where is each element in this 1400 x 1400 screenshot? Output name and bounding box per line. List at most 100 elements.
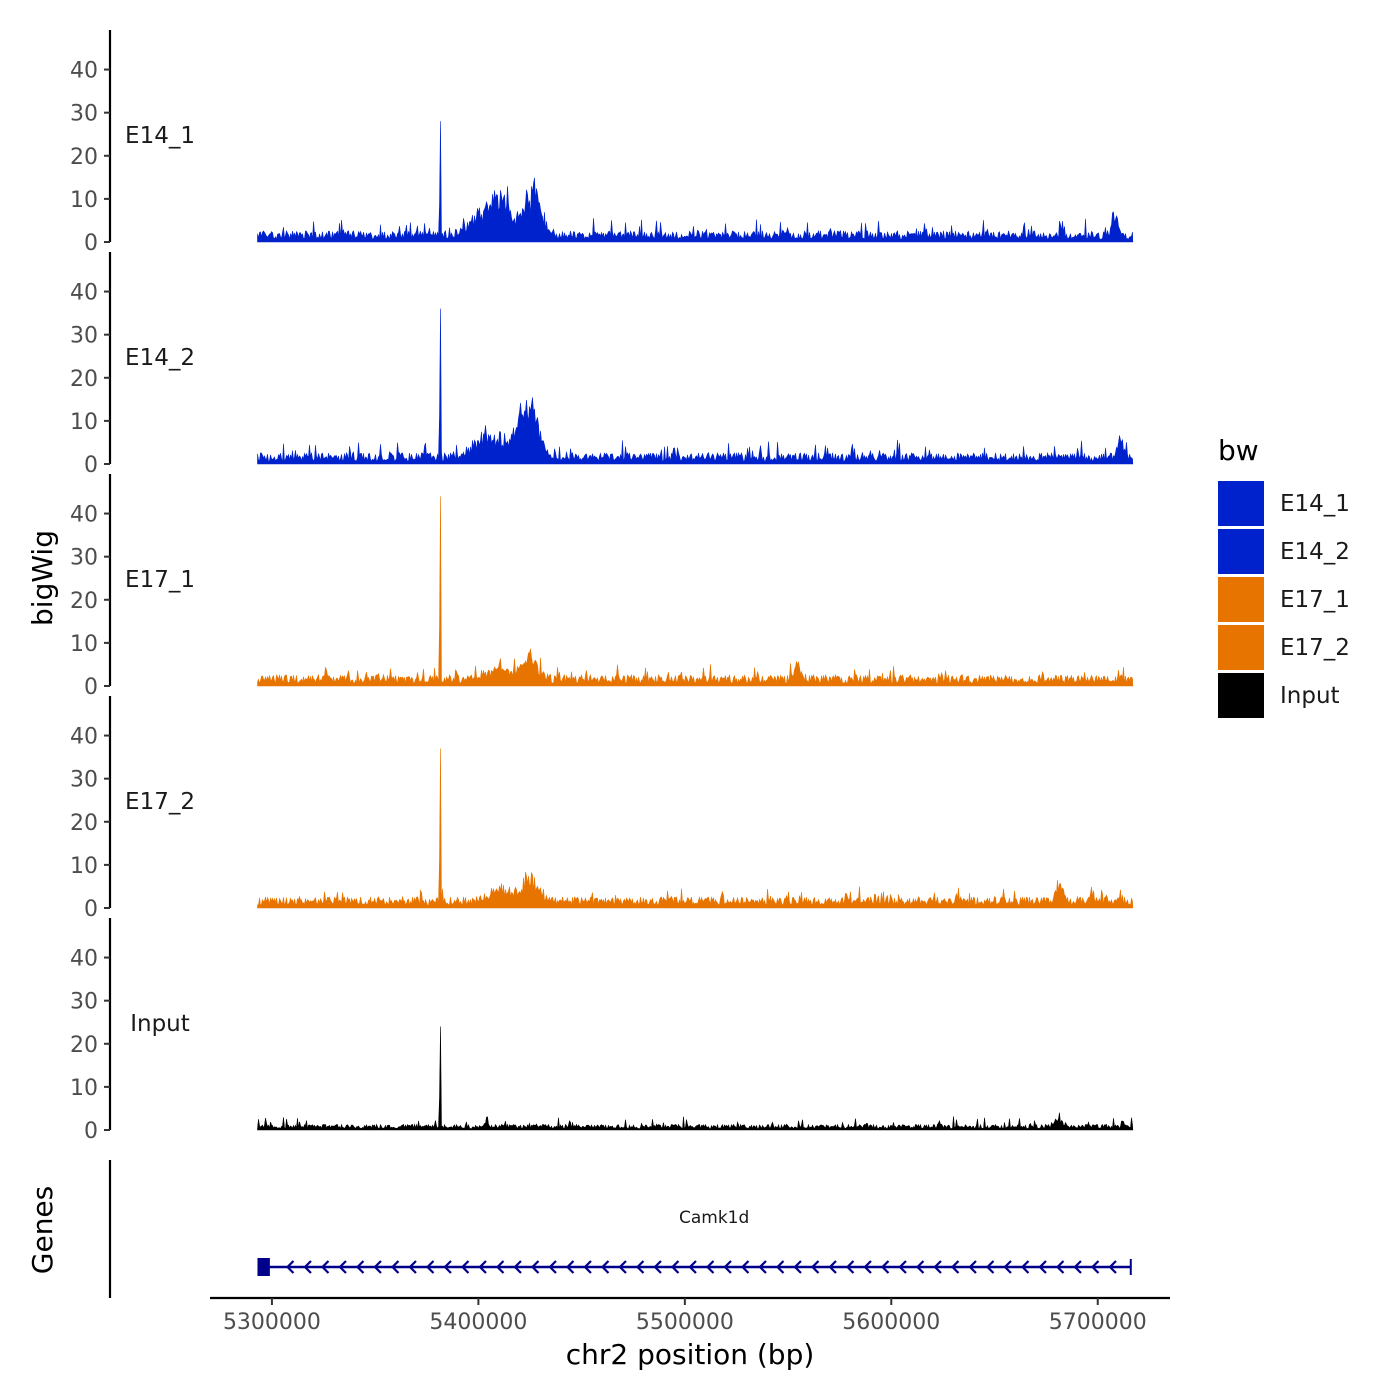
strand-arrow <box>513 1260 522 1274</box>
x-tick-label: 5300000 <box>223 1310 321 1335</box>
strand-arrow <box>1108 1260 1117 1274</box>
y-tick-label: 20 <box>70 367 98 392</box>
y-tick-label: 30 <box>70 768 98 793</box>
y-tick-label: 40 <box>70 281 98 306</box>
strand-arrow <box>688 1260 697 1274</box>
strand-arrow <box>898 1260 907 1274</box>
track-e17-1: 0 10 20 30 40 E17_1 <box>70 474 1134 700</box>
y-tick-label: 10 <box>70 188 98 213</box>
y-tick-label: 30 <box>70 102 98 127</box>
legend-label: E14_1 <box>1280 491 1350 517</box>
strand-arrow <box>1003 1260 1012 1274</box>
track-label: E17_2 <box>125 789 195 815</box>
genes-axis-title: Genes <box>26 1186 59 1274</box>
y-tick-label: 20 <box>70 145 98 170</box>
strand-arrow <box>320 1260 330 1274</box>
strand-arrow <box>723 1260 732 1274</box>
strand-arrow <box>338 1260 347 1274</box>
strand-arrow <box>285 1260 295 1274</box>
strand-arrow <box>1020 1260 1030 1274</box>
y-tick-label: 10 <box>70 854 98 879</box>
signal-area <box>257 748 1134 909</box>
y-tick-label: 40 <box>70 725 98 750</box>
y-tick-label: 30 <box>70 324 98 349</box>
strand-arrow <box>390 1260 400 1274</box>
signal-area <box>257 121 1134 243</box>
strand-arrow <box>775 1260 785 1274</box>
strand-arrow <box>635 1260 645 1274</box>
y-axis-title: bigWig <box>26 530 59 626</box>
strand-arrow <box>1055 1260 1065 1274</box>
legend-key <box>1218 529 1264 574</box>
y-tick-label: 40 <box>70 947 98 972</box>
y-tick-label: 20 <box>70 1033 98 1058</box>
strand-arrow <box>373 1260 382 1274</box>
x-axis-title: chr2 position (bp) <box>566 1338 815 1371</box>
track-label: E14_2 <box>125 345 195 371</box>
track-input: 0 10 20 30 40 Input <box>70 918 1134 1144</box>
x-axis: 5300000 5400000 5500000 5600000 5700000 <box>210 1296 1170 1335</box>
track-e14-2: 0 10 20 30 40 E14_2 <box>70 252 1134 478</box>
strand-arrow <box>985 1260 995 1274</box>
strand-arrow <box>460 1260 470 1274</box>
y-tick-label: 0 <box>84 1119 98 1144</box>
legend-key <box>1218 481 1264 526</box>
legend-key <box>1218 673 1264 718</box>
strand-arrow <box>600 1260 610 1274</box>
signal-area <box>257 1026 1134 1131</box>
y-tick-label: 40 <box>70 59 98 84</box>
strand-arrow <box>408 1260 417 1274</box>
legend-label: Input <box>1280 683 1340 709</box>
legend-label: E14_2 <box>1280 539 1350 565</box>
y-tick-label: 10 <box>70 410 98 435</box>
y-tick-label: 10 <box>70 1076 98 1101</box>
legend: bw E14_1 E14_2 E17_1 E17_2 Input <box>1218 434 1350 718</box>
track-panels: 0 10 20 30 40 E14_1 0 10 20 30 40 E14_2 0 10 20 30 40 E17… <box>70 30 1134 1144</box>
strand-arrow <box>915 1260 925 1274</box>
track-label: E17_1 <box>125 567 195 593</box>
x-tick-label: 5700000 <box>1049 1310 1147 1335</box>
x-tick-label: 5500000 <box>636 1310 734 1335</box>
y-tick-label: 40 <box>70 503 98 528</box>
strand-arrow <box>863 1260 872 1274</box>
x-tick-label: 5400000 <box>429 1310 527 1335</box>
strand-arrow <box>478 1260 487 1274</box>
strand-arrow <box>968 1260 977 1274</box>
y-tick-label: 0 <box>84 675 98 700</box>
legend-key <box>1218 625 1264 670</box>
strand-arrow <box>933 1260 942 1274</box>
strand-arrow <box>810 1260 820 1274</box>
strand-arrow <box>303 1260 312 1274</box>
strand-arrow <box>355 1260 365 1274</box>
y-tick-label: 30 <box>70 990 98 1015</box>
y-tick-label: 20 <box>70 811 98 836</box>
gene-label: Camk1d <box>679 1208 749 1228</box>
strand-arrow <box>530 1260 540 1274</box>
strand-arrow <box>583 1260 592 1274</box>
signal-area <box>257 496 1134 687</box>
strand-arrow <box>618 1260 627 1274</box>
strand-arrow <box>548 1260 557 1274</box>
y-tick-label: 20 <box>70 589 98 614</box>
y-tick-label: 30 <box>70 546 98 571</box>
strand-arrow <box>828 1260 837 1274</box>
legend-key <box>1218 577 1264 622</box>
y-tick-label: 0 <box>84 897 98 922</box>
gene-exon <box>257 1258 270 1276</box>
strand-arrow <box>793 1260 802 1274</box>
strand-arrow <box>740 1260 750 1274</box>
strand-arrow <box>1090 1260 1100 1274</box>
x-tick-label: 5600000 <box>842 1310 940 1335</box>
gene-panel: Camk1d <box>108 1160 1132 1298</box>
track-e14-1: 0 10 20 30 40 E14_1 <box>70 30 1134 256</box>
strand-arrow <box>495 1260 505 1274</box>
strand-arrow <box>845 1260 855 1274</box>
legend-label: E17_1 <box>1280 587 1350 613</box>
strand-arrow <box>670 1260 680 1274</box>
y-tick-label: 10 <box>70 632 98 657</box>
track-label: E14_1 <box>125 123 195 149</box>
strand-arrow <box>565 1260 575 1274</box>
track-e17-2: 0 10 20 30 40 E17_2 <box>70 696 1134 922</box>
strand-arrow <box>880 1260 890 1274</box>
